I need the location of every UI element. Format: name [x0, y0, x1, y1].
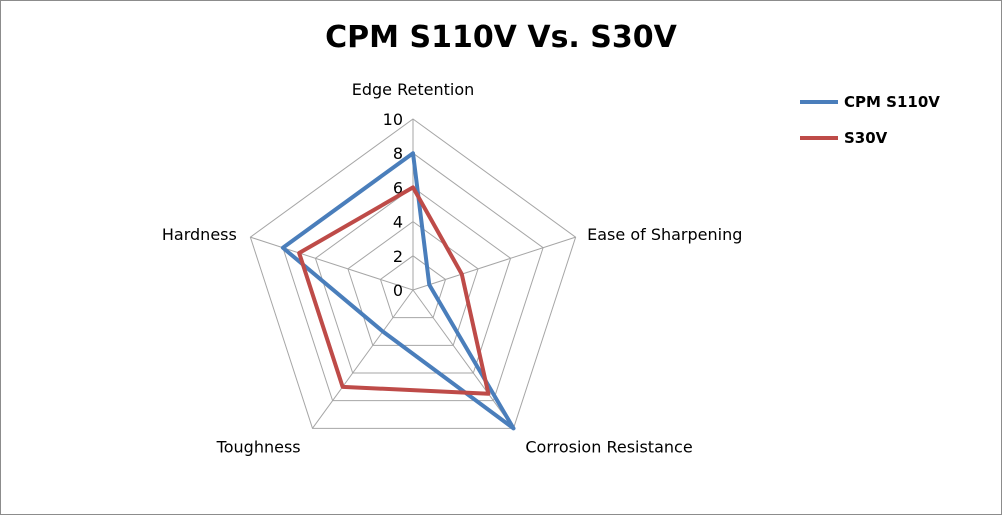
grid-ring-4	[347, 220, 479, 346]
series-line-s30v	[297, 185, 491, 396]
tick-label-8: 8	[393, 144, 403, 163]
series-line-cpm-s110v	[280, 151, 516, 431]
tick-label-0: 0	[393, 281, 403, 300]
tick-label-6: 6	[393, 178, 403, 197]
axis-label-hardness: Hardness	[162, 225, 237, 244]
legend-swatch-s30v	[800, 136, 838, 140]
legend-item-cpm-s110v: CPM S110V	[800, 84, 940, 120]
tick-label-10: 10	[383, 110, 403, 129]
axis-labels: Edge Retention Ease of Sharpening Corrosio…	[162, 80, 742, 456]
grid-ring-2	[379, 255, 447, 319]
axis-label-toughness: Toughness	[216, 437, 301, 456]
spoke-3	[312, 289, 414, 429]
legend-swatch-cpm-s110v	[800, 100, 838, 104]
axis-label-ease-of-sharpening: Ease of Sharpening	[587, 225, 742, 244]
tick-label-4: 4	[393, 213, 403, 232]
axis-label-corrosion-resistance: Corrosion Resistance	[525, 437, 692, 456]
grid-ring-6	[314, 186, 512, 374]
legend-item-s30v: S30V	[800, 120, 940, 156]
axis-label-edge-retention: Edge Retention	[352, 80, 475, 99]
legend-label-s30v: S30V	[844, 129, 888, 147]
series-group	[280, 151, 516, 431]
spoke-2	[412, 289, 514, 429]
spoke-1	[412, 236, 576, 291]
tick-label-2: 2	[393, 247, 403, 266]
spoke-4	[250, 236, 414, 291]
legend-label-cpm-s110v: CPM S110V	[844, 93, 940, 111]
legend: CPM S110V S30V	[800, 84, 940, 156]
grid-ring-10	[249, 118, 577, 429]
chart-title: CPM S110V Vs. S30V	[325, 20, 677, 55]
radial-tick-labels: 0 2 4 6 8 10	[383, 110, 403, 300]
